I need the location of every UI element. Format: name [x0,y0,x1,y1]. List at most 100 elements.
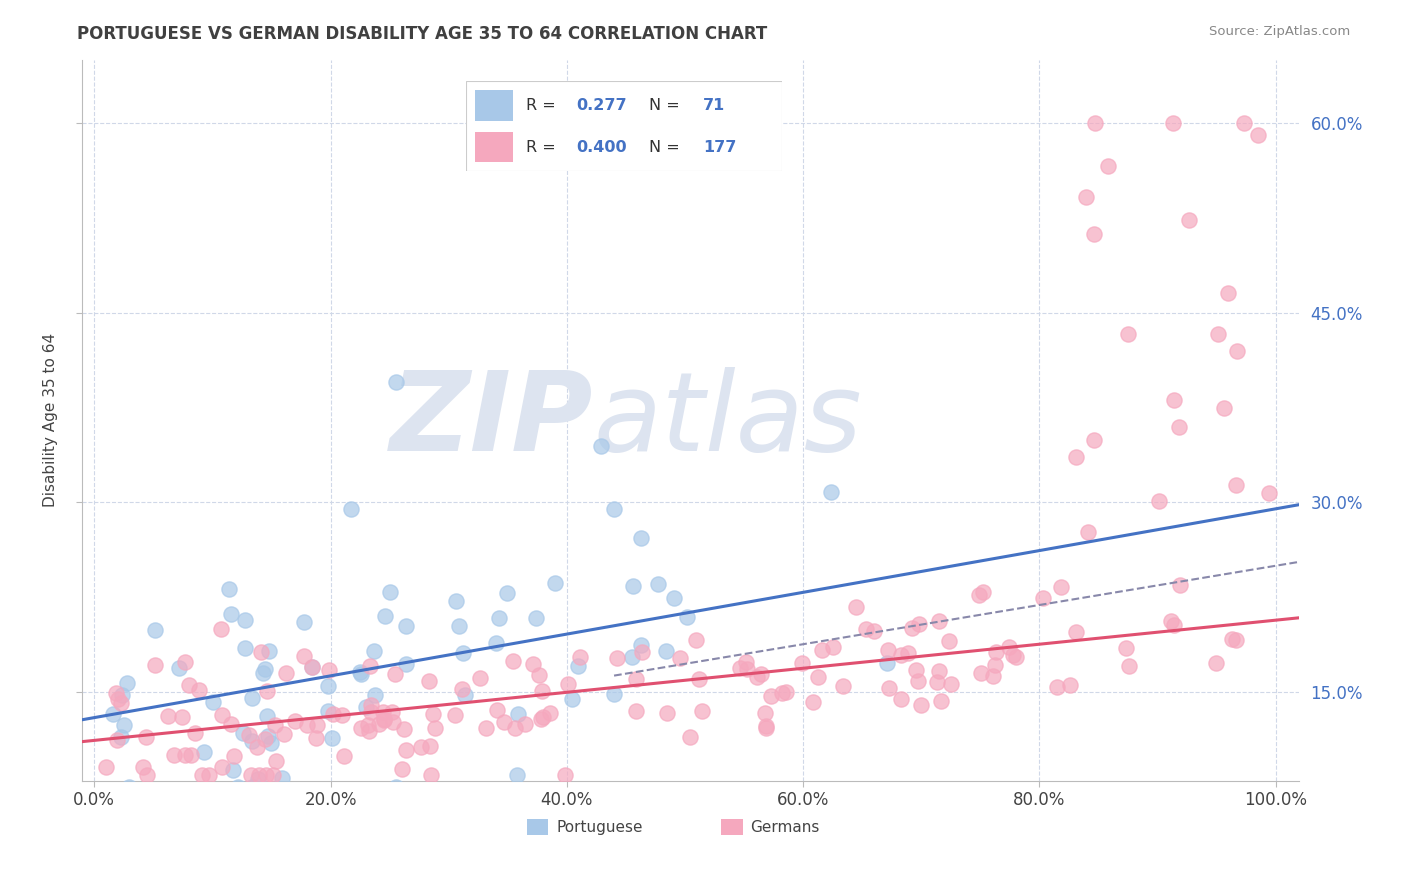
Point [305,731,328,746]
Point [110,697,132,711]
Point [385,780,408,795]
Point [1160,614,1182,628]
Point [418,674,440,689]
Point [382,714,405,729]
Point [938,634,960,648]
Point [250,645,273,659]
Point [662,591,685,605]
Point [488,611,510,625]
Point [373,713,395,727]
Point [754,706,776,720]
Text: Source: ZipAtlas.com: Source: ZipAtlas.com [1209,25,1350,38]
Point [218,582,240,596]
Point [454,689,477,703]
Point [557,677,579,691]
Point [221,763,243,777]
Point [233,613,256,627]
Point [1083,433,1105,447]
Point [1064,450,1087,464]
Point [94,759,117,773]
Point [378,585,401,599]
Point [447,619,470,633]
Point [630,531,652,545]
Point [734,656,756,670]
Point [1257,486,1279,500]
Point [330,707,353,722]
Point [209,622,232,636]
Point [503,721,526,735]
Point [569,649,592,664]
Point [589,438,612,452]
Point [357,724,380,739]
Point [925,675,948,690]
Point [135,730,157,744]
Point [1226,344,1249,359]
Point [1222,632,1244,646]
Point [515,717,537,731]
Point [474,721,496,735]
Point [264,754,287,768]
Point [305,718,328,732]
Point [453,646,475,660]
Point [219,607,242,622]
Text: PORTUGUESE VS GERMAN DISABILITY AGE 35 TO 64 CORRELATION CHART: PORTUGUESE VS GERMAN DISABILITY AGE 35 T… [77,25,768,43]
Point [1161,116,1184,130]
Point [422,706,444,721]
Point [530,712,553,726]
Point [1206,327,1229,342]
Point [105,732,128,747]
Point [163,747,186,762]
Point [143,657,166,672]
Point [621,649,644,664]
Point [364,688,387,702]
Point [1178,213,1201,227]
Point [322,706,344,721]
Point [877,681,900,695]
Point [238,728,260,742]
Point [690,704,713,718]
Point [360,705,382,719]
Point [998,640,1021,654]
Point [939,677,962,691]
Point [685,633,707,648]
Point [198,767,221,781]
Point [890,648,912,662]
Point [749,666,772,681]
Point [270,771,292,785]
Point [240,767,263,781]
Point [357,718,380,732]
Point [676,609,699,624]
Point [1084,116,1107,130]
Point [232,725,254,739]
Text: Germans: Germans [751,820,820,835]
Point [863,624,886,638]
Point [792,656,814,670]
Point [1170,578,1192,592]
Point [554,767,576,781]
Point [211,760,233,774]
Point [655,644,678,658]
Point [984,645,1007,659]
Point [419,767,441,781]
Point [292,649,315,664]
Point [606,651,628,665]
Point [363,644,385,658]
Point [984,658,1007,673]
Point [318,704,340,718]
Point [602,501,624,516]
Point [801,695,824,709]
Point [136,767,159,781]
Point [603,687,626,701]
Point [274,665,297,680]
Point [890,692,912,706]
Point [486,703,509,717]
Point [929,693,952,707]
Point [301,659,323,673]
Point [543,576,565,591]
Point [247,767,270,781]
Point [385,376,408,390]
Point [905,664,928,678]
Point [174,656,197,670]
Point [254,731,277,746]
Point [1076,190,1098,204]
